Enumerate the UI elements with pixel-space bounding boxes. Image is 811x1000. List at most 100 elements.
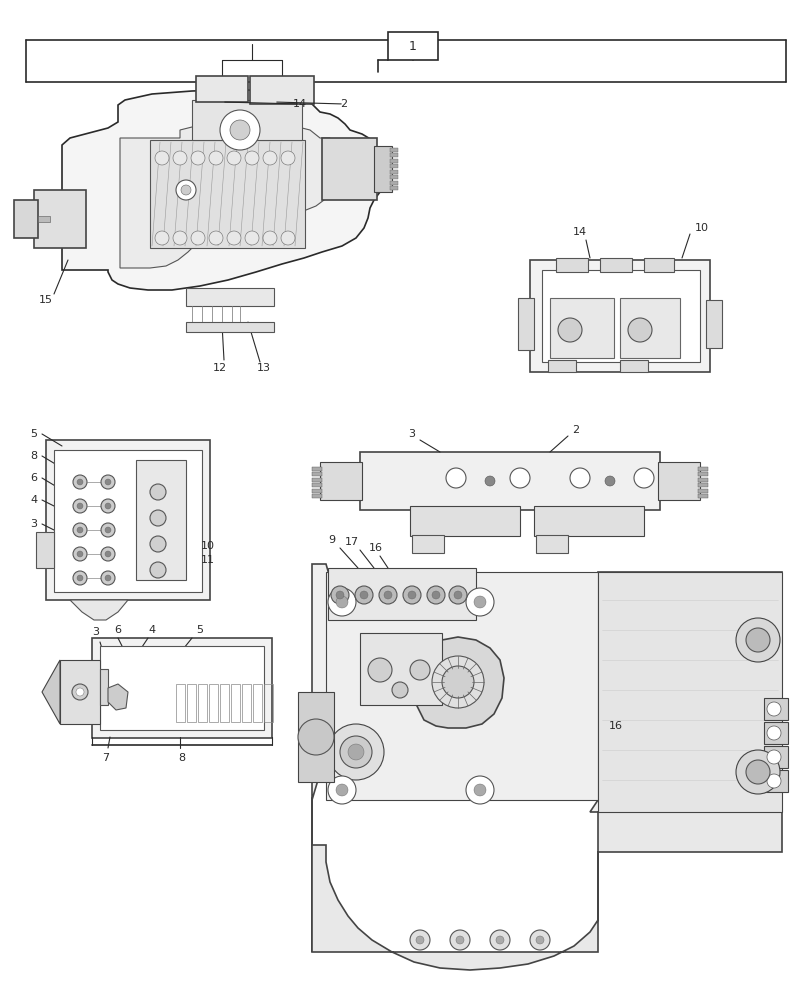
Text: 3: 3	[408, 429, 415, 439]
Bar	[389, 159, 397, 163]
Circle shape	[359, 591, 367, 599]
Text: 6: 6	[31, 473, 37, 483]
Circle shape	[415, 936, 423, 944]
Circle shape	[77, 527, 83, 533]
Circle shape	[427, 586, 444, 604]
Bar	[599, 258, 631, 272]
Circle shape	[354, 586, 372, 604]
Bar	[208, 684, 217, 722]
Circle shape	[392, 682, 407, 698]
Bar	[697, 494, 707, 498]
Circle shape	[328, 588, 355, 616]
Bar	[763, 698, 787, 720]
Bar	[311, 478, 322, 482]
Circle shape	[77, 575, 83, 581]
Circle shape	[105, 551, 111, 557]
Text: 4: 4	[148, 625, 156, 635]
Bar	[697, 466, 707, 471]
Circle shape	[263, 151, 277, 165]
Circle shape	[484, 476, 495, 486]
Bar	[311, 472, 322, 476]
Bar	[60, 660, 100, 724]
Circle shape	[101, 523, 115, 537]
Bar	[92, 638, 272, 738]
Bar	[697, 478, 707, 482]
Text: 5: 5	[31, 429, 37, 439]
Circle shape	[281, 231, 294, 245]
Circle shape	[766, 702, 780, 716]
Circle shape	[173, 151, 187, 165]
Text: 2: 2	[340, 99, 347, 109]
Circle shape	[150, 484, 165, 500]
Circle shape	[745, 760, 769, 784]
Circle shape	[227, 231, 241, 245]
Circle shape	[407, 591, 415, 599]
Bar	[547, 360, 575, 372]
Circle shape	[766, 726, 780, 740]
Circle shape	[150, 510, 165, 526]
Circle shape	[328, 776, 355, 804]
Circle shape	[410, 930, 430, 950]
Circle shape	[745, 628, 769, 652]
Bar	[535, 535, 568, 553]
Circle shape	[77, 479, 83, 485]
Circle shape	[466, 588, 493, 616]
Circle shape	[496, 936, 504, 944]
Text: 7: 7	[102, 753, 109, 763]
Bar	[389, 181, 397, 185]
Text: 3: 3	[92, 627, 100, 637]
Circle shape	[227, 151, 241, 165]
Bar	[763, 770, 787, 792]
Bar	[411, 535, 444, 553]
Bar	[186, 322, 273, 332]
Circle shape	[410, 660, 430, 680]
Circle shape	[73, 475, 87, 489]
Text: 6: 6	[114, 625, 122, 635]
Circle shape	[431, 591, 440, 599]
Circle shape	[263, 231, 277, 245]
Circle shape	[220, 110, 260, 150]
Bar	[186, 288, 273, 306]
Circle shape	[456, 936, 463, 944]
Circle shape	[384, 591, 392, 599]
Bar	[253, 684, 262, 722]
Circle shape	[474, 784, 486, 796]
Circle shape	[77, 503, 83, 509]
Bar	[597, 572, 781, 812]
Text: 14: 14	[573, 227, 586, 237]
Circle shape	[101, 547, 115, 561]
Text: 16: 16	[608, 721, 622, 731]
Bar	[697, 472, 707, 476]
Bar	[697, 488, 707, 492]
Bar	[389, 170, 397, 174]
Text: 12: 12	[212, 363, 227, 373]
Bar	[697, 483, 707, 487]
Polygon shape	[62, 90, 380, 290]
Circle shape	[208, 151, 223, 165]
Text: 8: 8	[30, 451, 37, 461]
Text: 2: 2	[572, 425, 579, 435]
Circle shape	[73, 571, 87, 585]
Bar	[38, 216, 50, 222]
Circle shape	[766, 750, 780, 764]
Bar	[242, 684, 251, 722]
Text: 16: 16	[368, 543, 383, 553]
Bar	[325, 572, 597, 800]
Bar	[320, 462, 362, 500]
Text: 13: 13	[257, 363, 271, 373]
Bar	[541, 270, 699, 362]
Text: 11: 11	[201, 555, 215, 565]
Polygon shape	[414, 637, 504, 728]
Text: 4: 4	[30, 495, 37, 505]
Circle shape	[73, 547, 87, 561]
Circle shape	[336, 596, 348, 608]
Text: 3: 3	[31, 519, 37, 529]
Circle shape	[445, 468, 466, 488]
Circle shape	[530, 930, 549, 950]
Bar	[389, 175, 397, 179]
Polygon shape	[311, 564, 781, 952]
Circle shape	[348, 744, 363, 760]
Circle shape	[73, 523, 87, 537]
Bar	[328, 568, 475, 620]
Circle shape	[402, 586, 420, 604]
